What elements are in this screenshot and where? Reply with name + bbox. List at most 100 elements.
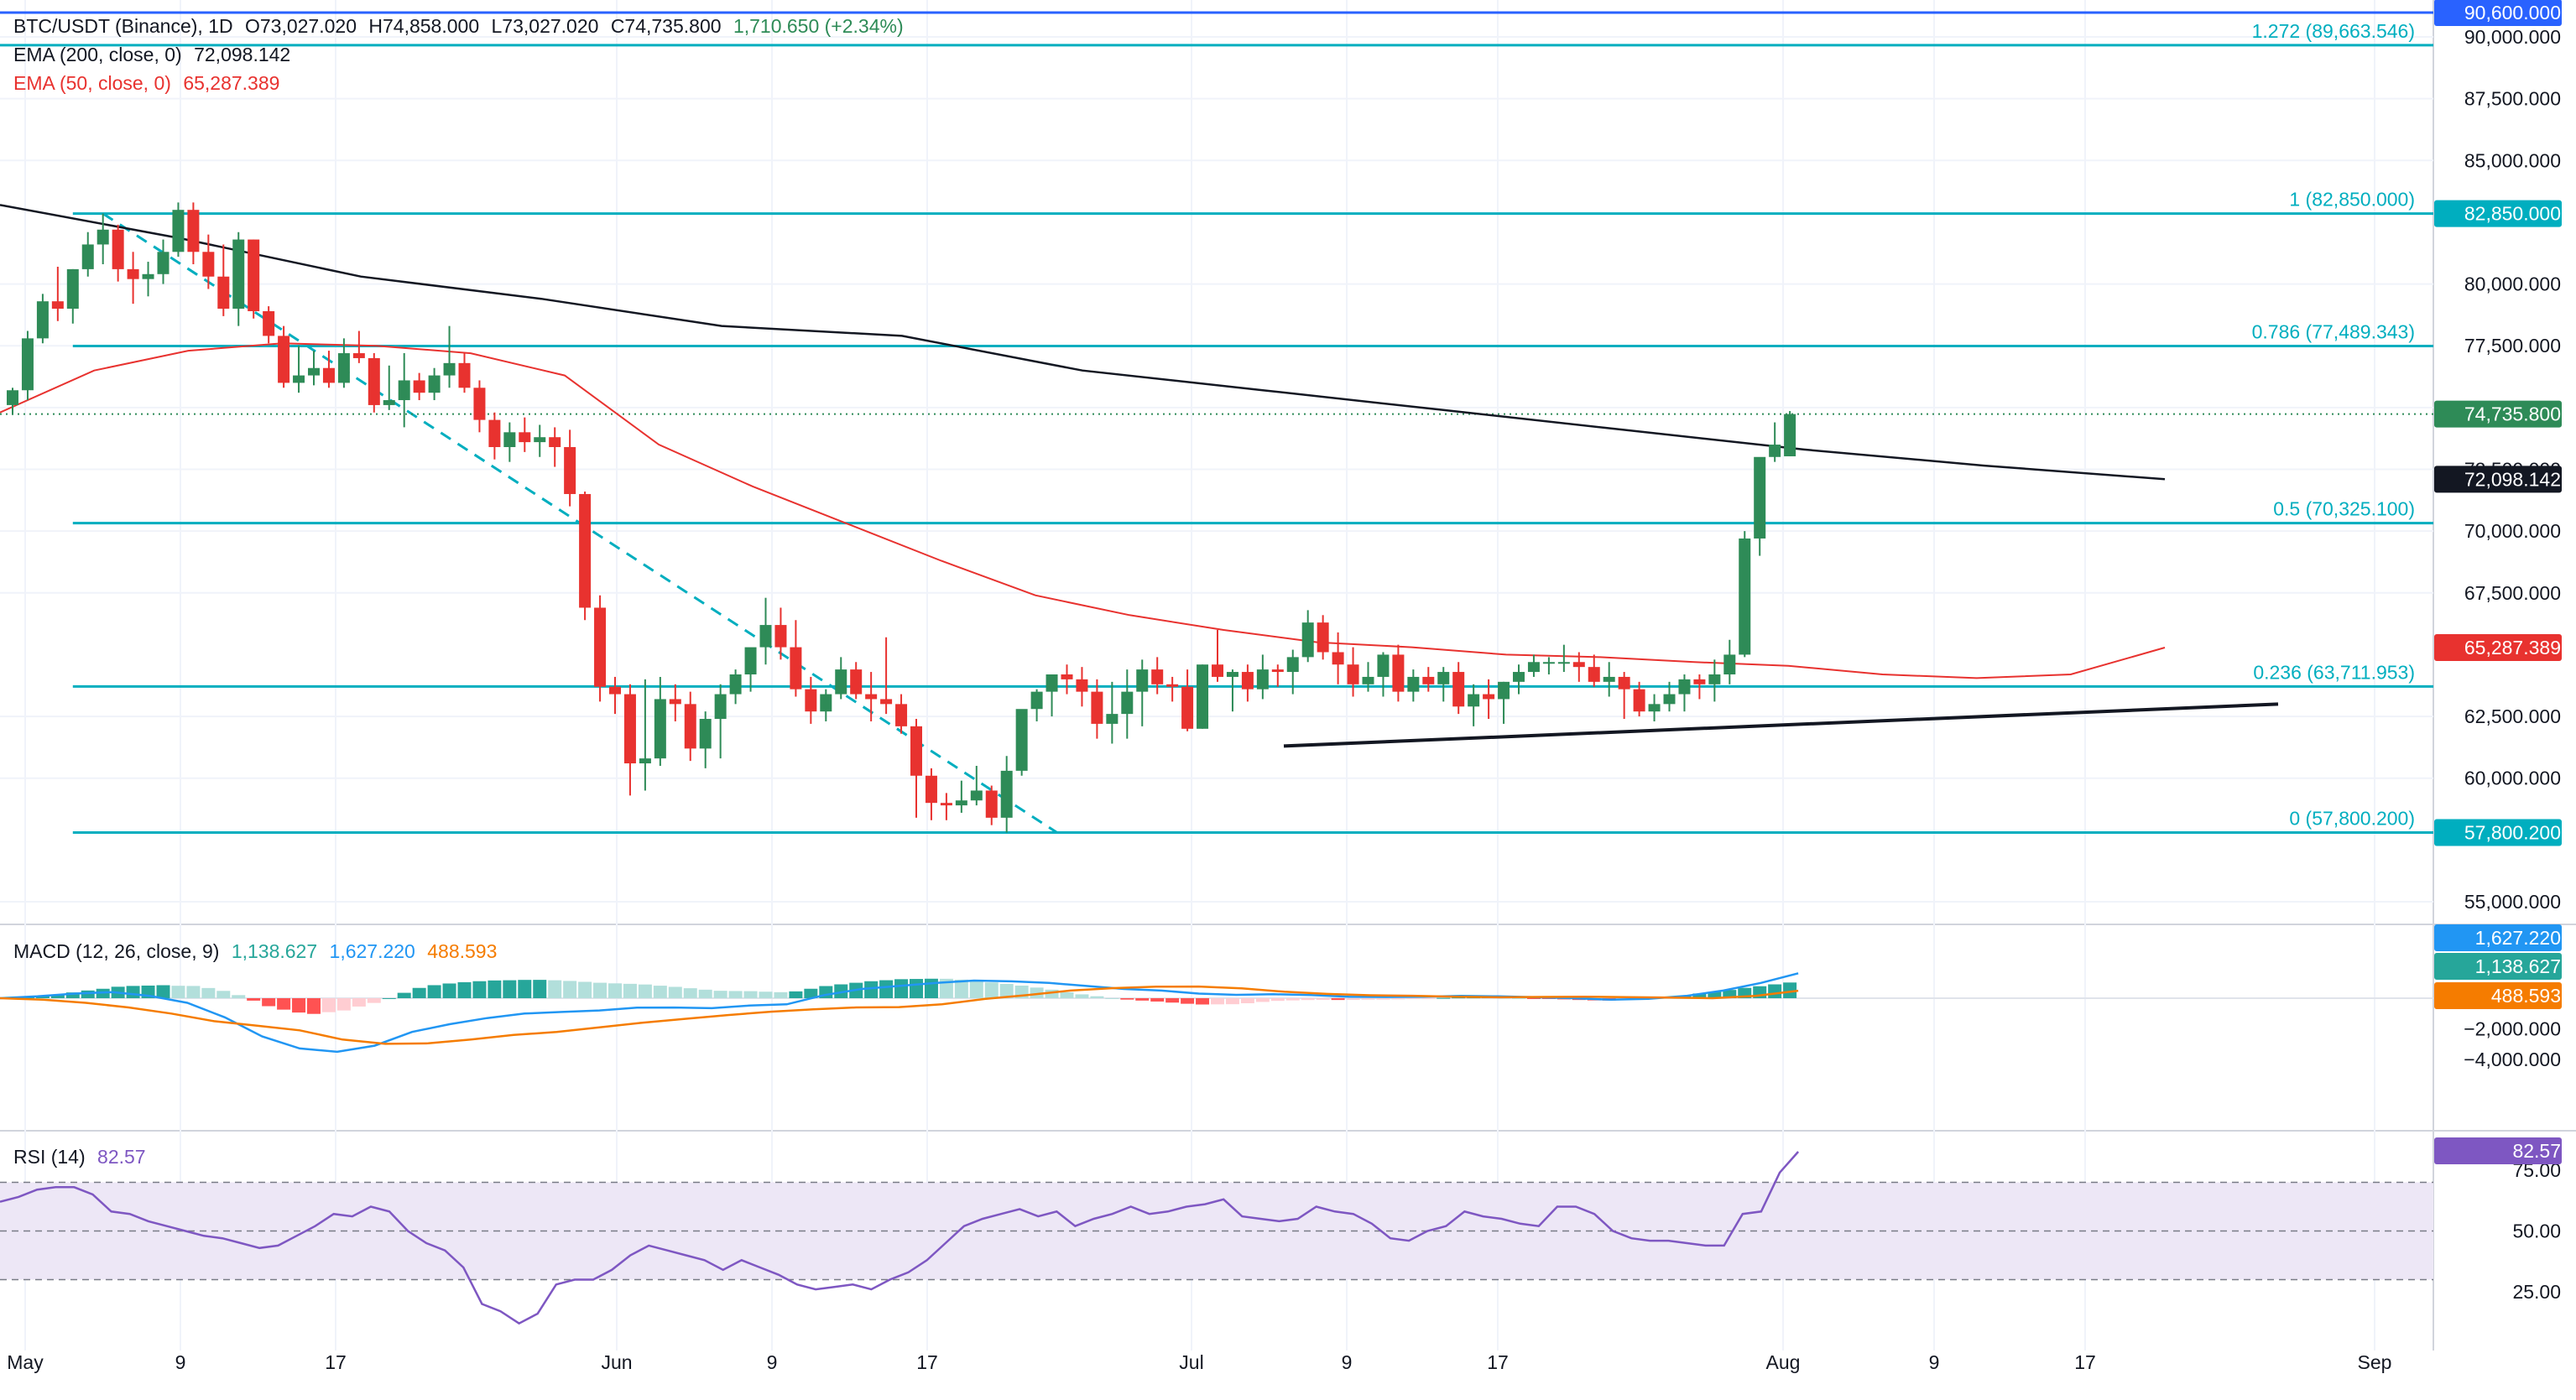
ema50-row: EMA (50, close, 0) 65,287.389	[13, 69, 910, 97]
candle-body	[940, 803, 952, 806]
candle-body	[112, 229, 124, 269]
candle-body	[774, 625, 787, 648]
candle-body	[1784, 414, 1796, 456]
tag-ema50: 65,287.389	[2464, 637, 2561, 658]
tag-fib1-bg	[2434, 200, 2562, 227]
candle-body	[1588, 667, 1600, 682]
candle-body	[729, 674, 742, 695]
rsi-tick: 50.00	[2512, 1220, 2561, 1242]
candle-body	[443, 362, 456, 376]
macd-histogram-bar	[1768, 984, 1782, 998]
candle-body	[1301, 622, 1314, 658]
rsi-label: RSI (14)	[13, 1146, 86, 1168]
candle-body	[1332, 652, 1344, 665]
macd-histogram-bar	[759, 991, 773, 998]
macd-histogram-bar	[999, 984, 1014, 998]
macd-histogram-bar	[81, 990, 95, 998]
candle-body	[428, 375, 441, 393]
candle-body	[1256, 669, 1269, 690]
candle-body	[639, 758, 651, 764]
macd-histogram-bar	[367, 998, 381, 1003]
macd-histogram-bar	[216, 991, 231, 998]
candle-body	[96, 229, 109, 245]
macd-histogram-bar	[653, 986, 667, 998]
candle-body	[1166, 684, 1179, 687]
macd-histogram-bar	[1060, 991, 1074, 998]
change-value: 1,710.650 (+2.34%)	[733, 15, 904, 37]
open-value: O73,027.020	[244, 15, 357, 37]
candle-body	[1739, 538, 1751, 655]
candle-body	[322, 367, 335, 383]
candle-body	[579, 493, 592, 608]
tag-ema200: 72,098.142	[2464, 468, 2561, 490]
price-tick: 62,500.000	[2464, 705, 2561, 727]
rsi-panel[interactable]	[0, 1151, 2433, 1325]
price-axis[interactable]: 90,000.000 87,500.000 85,000.000 80,000.000…	[2434, 0, 2562, 1303]
macd-histogram-bar	[864, 981, 879, 998]
candle-body	[398, 380, 410, 401]
time-label: 9	[1342, 1351, 1353, 1373]
candle-body	[850, 669, 863, 695]
candle-body	[910, 726, 922, 776]
candle-body	[337, 353, 350, 383]
macd-histogram-bar	[939, 978, 953, 998]
price-tick: 90,000.000	[2464, 26, 2561, 48]
candle-body	[1061, 674, 1073, 679]
tag-fib0-bg	[2434, 819, 2562, 846]
macd-histogram-bar	[1361, 998, 1375, 1000]
candle-body	[81, 244, 94, 269]
candle-body	[1527, 662, 1540, 673]
macd-histogram-bar	[1723, 990, 1737, 998]
fibonacci-levels[interactable]: 1.272 (89,663.546) 1 (82,850.000) 0.786 (7…	[0, 11, 2433, 835]
macd-histogram-bar	[1181, 998, 1195, 1004]
candle-body	[263, 310, 275, 336]
tag-macd-bg	[2434, 924, 2562, 951]
time-label: 9	[767, 1351, 778, 1373]
candle-body	[564, 446, 576, 494]
candle-body	[503, 432, 516, 447]
macd-histogram-bar	[307, 998, 321, 1014]
rsi-tick: 25.00	[2512, 1281, 2561, 1303]
macd-histogram-bar	[186, 986, 201, 998]
candle-body	[1347, 664, 1359, 684]
high-value: H74,858.000	[368, 15, 480, 37]
time-axis[interactable]: May 9 17 Jun 9 17 Jul 9 17 Aug 9 17 Sep	[7, 1351, 2391, 1373]
macd-histogram-bar	[1045, 989, 1059, 998]
macd-panel[interactable]	[0, 972, 2433, 1054]
candle-body	[368, 357, 380, 405]
candle-body	[1241, 672, 1254, 690]
candle-body	[684, 704, 696, 749]
tag-macd-signal-bg	[2434, 982, 2562, 1009]
macd-hist-value: 1,138.627	[231, 940, 318, 962]
macd-histogram-bar	[1708, 991, 1722, 998]
macd-histogram-bar	[789, 991, 803, 998]
ema200-label: EMA (200, close, 0)	[13, 44, 182, 65]
candles	[7, 202, 1796, 833]
ohlc-row: BTC/USDT (Binance), 1D O73,027.020 H74,8…	[13, 12, 910, 40]
macd-label: MACD (12, 26, close, 9)	[13, 940, 220, 962]
macd-histogram-bar	[321, 998, 336, 1012]
tag-ema50-bg	[2434, 633, 2562, 661]
tag-last-price-bg	[2434, 400, 2562, 428]
macd-histogram-bar	[924, 978, 938, 998]
candle-body	[1226, 672, 1238, 677]
macd-histogram-bar	[1421, 998, 1436, 999]
macd-histogram-bar	[126, 986, 140, 998]
macd-histogram-bar	[834, 984, 848, 998]
indicator-lines	[0, 204, 2433, 834]
candle-body	[1542, 662, 1555, 664]
candle-body	[1572, 662, 1585, 668]
macd-histogram-bar	[1406, 998, 1421, 999]
macd-tick: −4,000.000	[2464, 1049, 2561, 1070]
macd-histogram-bar	[156, 985, 170, 998]
macd-histogram-bar	[1376, 998, 1390, 1000]
candle-body	[1362, 676, 1374, 684]
candle-body	[1693, 679, 1706, 684]
macd-line-value: 1,627.220	[329, 940, 415, 962]
macd-histogram-bar	[1301, 998, 1315, 1001]
tag-macd: 1,627.220	[2475, 927, 2561, 949]
candle-body	[1286, 657, 1299, 673]
macd-histogram-bar	[683, 988, 697, 998]
price-tick: 77,500.000	[2464, 335, 2561, 357]
